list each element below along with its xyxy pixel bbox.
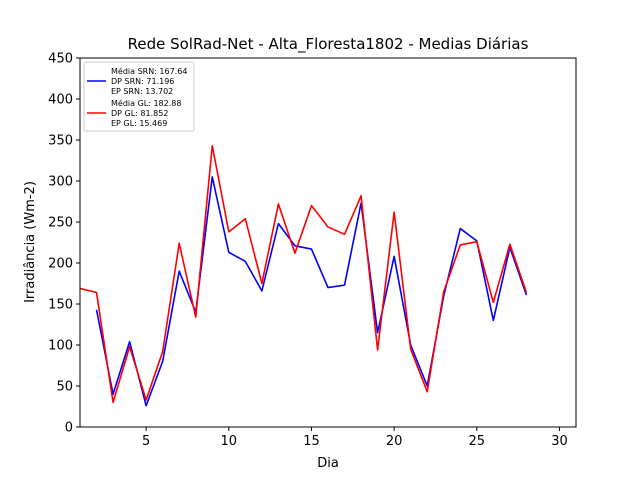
legend-text: DP GL: 81.852: [111, 109, 168, 118]
chart-title: Rede SolRad-Net - Alta_Floresta1802 - Me…: [128, 35, 529, 54]
plot-frame: [79, 57, 577, 428]
x-tick-label: 15: [303, 434, 320, 449]
x-tick-label: 10: [221, 434, 238, 449]
x-axis-label: Dia: [317, 456, 339, 471]
y-tick-label: 200: [48, 257, 73, 272]
y-tick-label: 100: [48, 339, 73, 354]
x-tick-label: 20: [386, 434, 403, 449]
y-tick-label: 350: [48, 134, 73, 149]
y-tick-label: 300: [48, 175, 73, 190]
legend-text: EP SRN: 13.702: [111, 87, 173, 96]
y-tick-label: 250: [48, 216, 73, 231]
series-group: [79, 144, 528, 407]
legend-text: Média GL: 182.88: [111, 98, 181, 108]
y-tick-label: 150: [48, 298, 73, 313]
legend-text: DP SRN: 71.196: [111, 77, 174, 86]
legend-box: [83, 61, 195, 132]
legend-text: EP GL: 15.469: [111, 119, 167, 128]
series-line-1: [95, 176, 528, 407]
y-tick-label: 450: [48, 52, 73, 67]
x-tick-label: 5: [142, 434, 150, 449]
series-line-2: [79, 144, 528, 404]
y-tick-label: 50: [56, 380, 73, 395]
x-tick-label: 30: [551, 434, 568, 449]
y-tick-label: 0: [65, 421, 73, 436]
y-axis-label: Irradiância (Wm-2): [23, 181, 38, 303]
legend-text: Média SRN: 167.64: [111, 66, 187, 76]
y-tick-label: 400: [48, 93, 73, 108]
x-tick-label: 25: [469, 434, 486, 449]
